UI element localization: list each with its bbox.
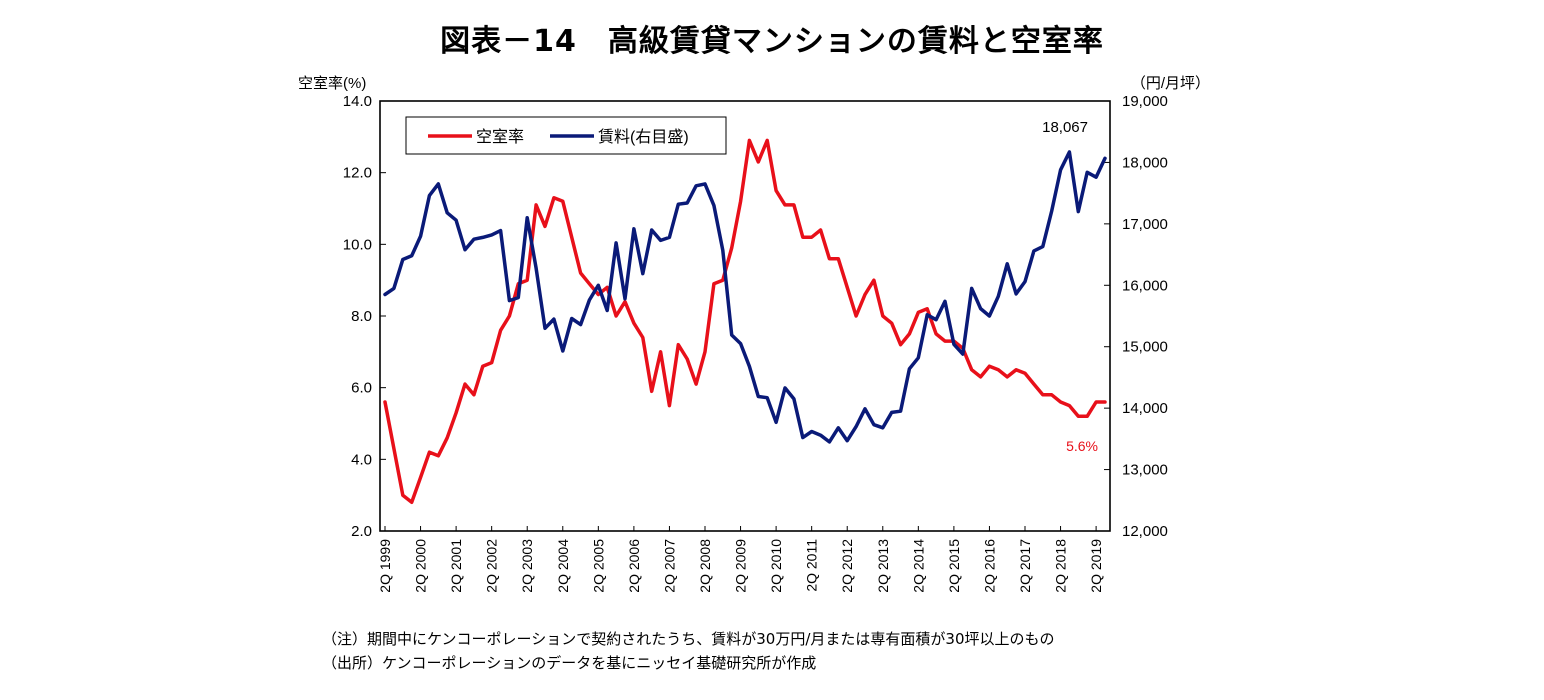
- right-axis-label: （円/月坪）: [1131, 75, 1210, 92]
- right-tick-label: 12,000: [1122, 523, 1168, 540]
- vacancy-rate-line: [383, 138, 1107, 505]
- x-tick-label: 2Q 2015: [946, 539, 962, 593]
- rent-last-value-label: 18,067: [1042, 119, 1088, 136]
- x-tick-label: 2Q 2012: [839, 539, 855, 593]
- x-tick-label: 2Q 2013: [875, 539, 891, 593]
- left-tick-label: 2.0: [351, 523, 372, 540]
- right-tick-label: 18,000: [1122, 154, 1168, 171]
- x-tick-label: 2Q 2006: [626, 539, 642, 593]
- x-tick-label: 2Q 2016: [981, 539, 997, 593]
- x-tick-label: 2Q 2014: [910, 539, 926, 593]
- legend: 空室率 賃料(右目盛): [405, 116, 727, 155]
- x-tick-label: 2Q 2011: [804, 539, 820, 592]
- x-tick-label: 2Q 2010: [768, 539, 784, 593]
- right-tick-label: 19,000: [1122, 93, 1168, 110]
- left-tick-label: 6.0: [351, 380, 372, 397]
- x-tick-label: 2Q 2004: [555, 539, 571, 593]
- right-tick-label: 13,000: [1122, 462, 1168, 479]
- chart-title: 図表－14 高級賃貸マンションの賃料と空室率: [440, 24, 1104, 59]
- x-tick-label: 2Q 2017: [1017, 539, 1033, 593]
- series-layer: [383, 138, 1107, 505]
- right-tick-label: 15,000: [1122, 339, 1168, 356]
- left-axis-label: 空室率(%): [298, 75, 366, 92]
- x-tick-label: 2Q 2009: [733, 539, 749, 593]
- chart-source: （出所）ケンコーポレーションのデータを基にニッセイ基礎研究所が作成: [322, 654, 817, 672]
- right-tick-label: 17,000: [1122, 216, 1168, 233]
- right-tick-label: 16,000: [1122, 277, 1168, 294]
- rent-line: [383, 150, 1107, 444]
- axes-layer: 14.0 12.0 10.0 8.0 6.0 4.0 2.0 19,000 18,000 17,0…: [343, 93, 1168, 593]
- left-tick-label: 14.0: [343, 93, 372, 110]
- right-tick-label: 14,000: [1122, 400, 1168, 417]
- x-tick-label: 2Q 2008: [697, 539, 713, 593]
- x-tick-label: 2Q 2019: [1088, 539, 1104, 593]
- left-tick-label: 8.0: [351, 308, 372, 325]
- x-tick-label: 2Q 2018: [1053, 539, 1069, 593]
- legend-rent-label: 賃料(右目盛): [598, 128, 689, 146]
- left-tick-label: 4.0: [351, 451, 372, 468]
- x-tick-label: 2Q 2000: [413, 539, 429, 593]
- vacancy-last-value-label: 5.6%: [1066, 438, 1098, 454]
- chart-area: 14.0 12.0 10.0 8.0 6.0 4.0 2.0 19,000 18,000 17,0…: [298, 75, 1210, 593]
- left-tick-label: 10.0: [343, 236, 372, 253]
- chart-note: （注）期間中にケンコーポレーションで契約されたうち、賃料が30万円/月または専有…: [322, 630, 1055, 648]
- x-tick-label: 2Q 2001: [448, 539, 464, 593]
- left-tick-label: 12.0: [343, 165, 372, 182]
- x-tick-label: 2Q 2005: [590, 539, 606, 593]
- x-tick-label: 2Q 1999: [377, 539, 393, 593]
- x-tick-label: 2Q 2002: [484, 539, 500, 593]
- x-tick-label: 2Q 2007: [661, 539, 677, 593]
- x-tick-label: 2Q 2003: [519, 539, 535, 593]
- legend-vacancy-label: 空室率: [476, 128, 524, 146]
